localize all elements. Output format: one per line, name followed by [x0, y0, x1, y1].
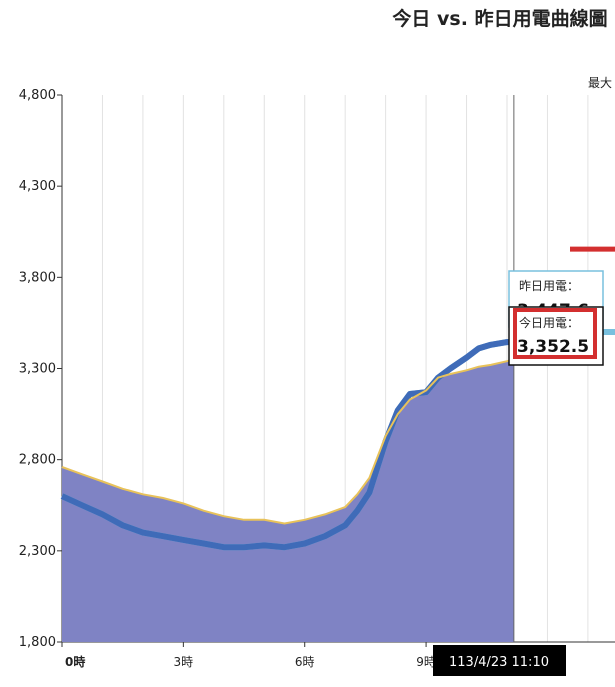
today-area	[62, 358, 514, 642]
x-tick-label: 3時	[174, 655, 194, 669]
grid	[61, 95, 615, 643]
y-tick-label: 1,800	[19, 635, 56, 650]
y-tick-label: 2,800	[19, 453, 56, 468]
y-tick-label: 4,300	[19, 179, 56, 194]
x-tick-label: 0時	[65, 654, 85, 669]
x-axis-ticks: 0時 3時 6時 9時	[61, 642, 436, 669]
tooltip: 昨日用電： 3,447.6 今日用電： 3,352.5	[508, 270, 604, 366]
tooltip-today-value: 3,352.5	[517, 337, 589, 357]
x-tick-label: 6時	[295, 655, 315, 669]
y-tick-label: 3,300	[19, 362, 56, 377]
tooltip-highlight-box	[513, 308, 597, 359]
crosshair-time-label: 113/4/23 11:10	[433, 645, 566, 676]
tooltip-yesterday-label: 昨日用電：	[519, 279, 579, 293]
crosshair-time-text: 113/4/23 11:10	[449, 655, 549, 670]
y-tick-label: 2,300	[19, 544, 56, 559]
crosshair-time-box	[433, 645, 566, 676]
y-tick-label: 4,800	[19, 88, 56, 103]
yesterday-line-overlap	[60, 338, 515, 551]
tooltip-today-label: 今日用電：	[519, 315, 579, 330]
y-tick-label: 3,800	[19, 270, 56, 285]
y-axis-ticks: 4,800 4,300 3,800 3,300 2,800 2,300 1,800	[19, 88, 62, 650]
chart-title: 今日 vs. 昨日用電曲線圖	[391, 7, 607, 30]
today-line	[61, 357, 515, 525]
max-label: 最大	[588, 76, 612, 90]
x-tick-label: 9時	[416, 655, 436, 669]
